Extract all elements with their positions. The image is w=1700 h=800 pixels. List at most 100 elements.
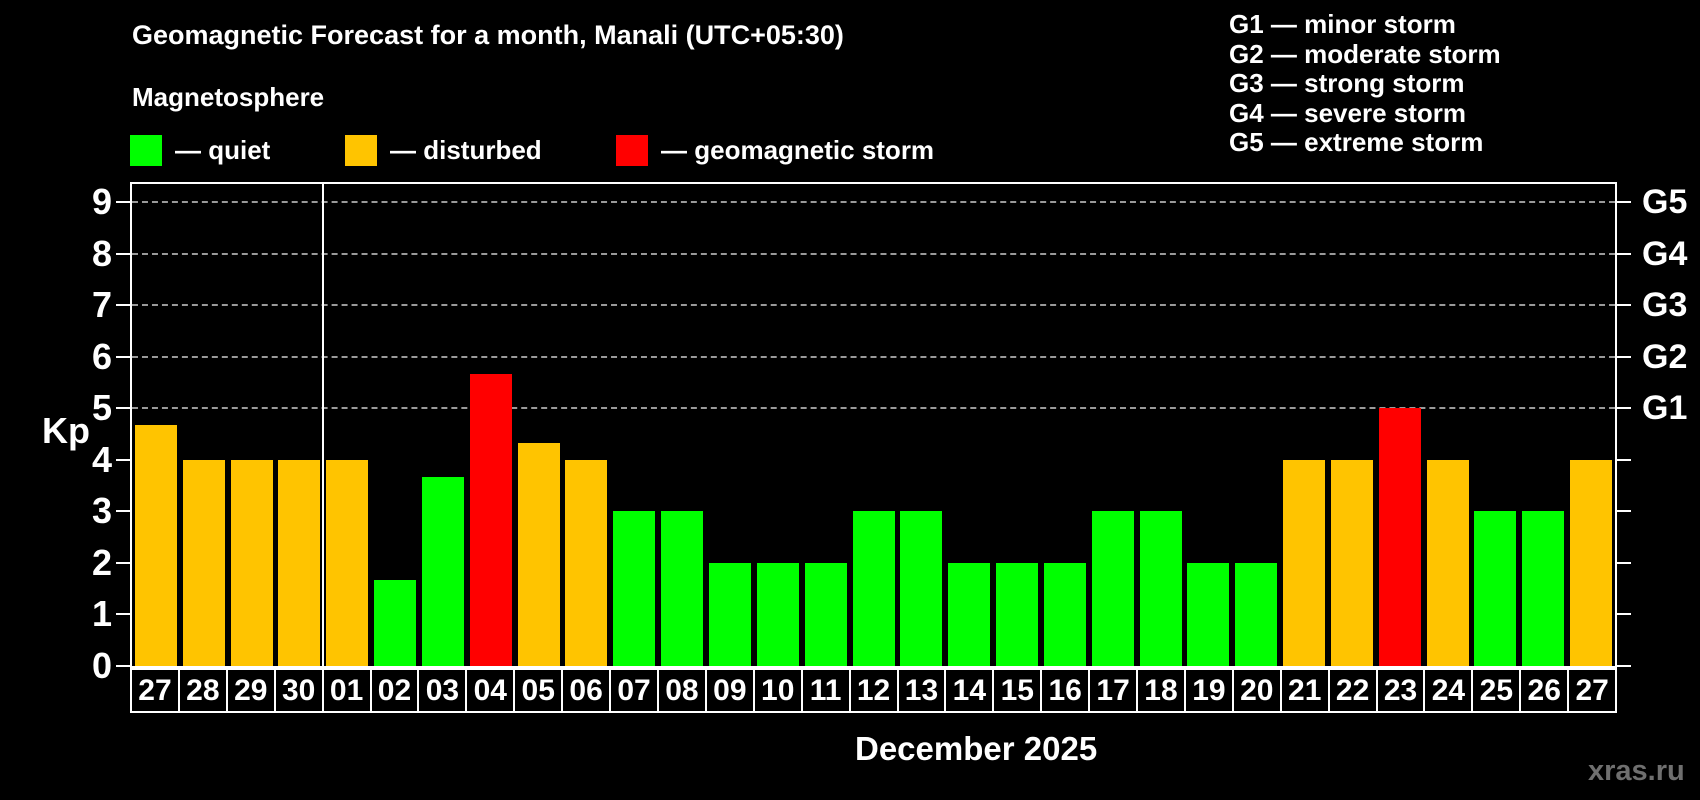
day-label-27-prev: 27 (130, 668, 180, 713)
bar-day-16 (1043, 562, 1086, 666)
magnetosphere-label: Magnetosphere (132, 82, 325, 112)
bar-day-07 (613, 511, 656, 666)
watermark: xras.ru (1588, 755, 1685, 787)
y-axis-label-9: 9 (91, 181, 112, 222)
g-scale-legend: G1 — minor storm G2 — moderate storm G3 … (1229, 9, 1501, 158)
day-label-04: 04 (465, 668, 516, 713)
y-axis-tick-left-7 (116, 304, 130, 307)
day-label-22: 22 (1327, 668, 1378, 713)
gridline-kp7 (132, 304, 1615, 307)
day-label-06: 06 (561, 668, 612, 713)
day-label-26: 26 (1519, 668, 1570, 713)
bar-day-03 (421, 476, 464, 666)
day-label-16: 16 (1040, 668, 1091, 713)
bar-day-02 (374, 579, 417, 666)
bar-day-25 (1474, 511, 1517, 666)
page-title: Geomagnetic Forecast for a month, Manali… (132, 20, 844, 50)
day-label-24: 24 (1423, 668, 1474, 713)
bar-day-21 (1283, 459, 1326, 666)
legend-label-quiet: — quiet (175, 134, 271, 165)
legend-item-quiet: — quiet (130, 134, 270, 166)
y-axis-tick-right-5 (1617, 407, 1631, 410)
bar-day-23 (1378, 408, 1421, 666)
x-axis-month-label: December 2025 (855, 730, 1098, 767)
chart-plot-area (130, 182, 1617, 668)
bar-day-30-prev (278, 459, 321, 666)
y-axis-label-8: 8 (91, 232, 112, 274)
legend-item-storm: — geomagnetic storm (616, 134, 934, 166)
day-label-27: 27 (1567, 668, 1618, 713)
right-axis-label-g1: G1 (1642, 389, 1688, 428)
day-label-17: 17 (1088, 668, 1139, 713)
day-label-25: 25 (1471, 668, 1522, 713)
y-axis-tick-right-2 (1617, 561, 1631, 564)
disturbed-swatch-icon (345, 134, 377, 166)
day-label-15: 15 (992, 668, 1043, 713)
day-label-18: 18 (1136, 668, 1186, 713)
bar-day-11 (804, 562, 847, 666)
day-label-28-prev: 28 (177, 668, 228, 713)
g2-legend-line: G2 — moderate storm (1229, 38, 1501, 69)
y-axis-label-0: 0 (91, 645, 112, 686)
y-axis-tick-left-9 (116, 201, 130, 203)
legend-label-disturbed: — disturbed (390, 134, 542, 165)
y-axis-tick-right-9 (1617, 201, 1631, 203)
bar-day-13 (900, 511, 943, 666)
g5-legend-line: G5 — extreme storm (1229, 127, 1484, 157)
bar-day-09 (708, 562, 751, 666)
month-separator-line (322, 184, 325, 666)
bar-day-10 (756, 562, 799, 666)
gridline-kp9 (132, 201, 1615, 203)
bar-day-29-prev (230, 459, 273, 666)
right-axis-label-g4: G4 (1642, 234, 1688, 273)
g3-legend-line: G3 — strong storm (1229, 68, 1465, 98)
quiet-swatch-icon (130, 134, 162, 166)
y-axis-tick-left-0 (116, 665, 130, 667)
day-label-30-prev: 30 (273, 668, 324, 713)
y-axis-tick-right-3 (1617, 510, 1631, 513)
day-label-07: 07 (609, 668, 659, 713)
y-axis-tick-right-8 (1617, 252, 1631, 255)
bar-day-05 (517, 442, 560, 666)
gridline-kp6 (132, 355, 1615, 358)
day-label-29-prev: 29 (225, 668, 276, 713)
storm-swatch-icon (616, 134, 648, 166)
g1-legend-line: G1 — minor storm (1229, 9, 1456, 39)
gridline-kp5 (132, 407, 1615, 410)
day-label-20: 20 (1231, 668, 1282, 713)
day-label-23: 23 (1375, 668, 1426, 713)
bar-day-15 (996, 562, 1039, 666)
day-label-05: 05 (513, 668, 564, 713)
day-label-14: 14 (944, 668, 995, 713)
x-axis-day-row: 27 28 29 30 01 02 03 04 05 06 07 08 09 10 11 12 13 14 15 16… (130, 668, 1618, 713)
bar-day-17 (1091, 511, 1134, 666)
bar-day-24 (1426, 459, 1469, 666)
day-label-11: 11 (800, 668, 851, 713)
y-axis-label-5: 5 (91, 387, 112, 429)
day-label-02: 02 (369, 668, 420, 713)
bar-day-27-prev (134, 425, 177, 666)
y-axis-tick-right-4 (1617, 458, 1631, 461)
bar-day-18 (1139, 511, 1182, 666)
right-axis-label-g2: G2 (1642, 337, 1688, 376)
gridline-kp8 (132, 252, 1615, 255)
bar-day-01 (326, 459, 369, 666)
y-axis-tick-right-1 (1617, 613, 1631, 616)
day-label-09: 09 (704, 668, 755, 713)
y-axis-label-3: 3 (91, 490, 112, 532)
bar-day-20 (1235, 562, 1278, 666)
bar-day-28-prev (182, 459, 225, 666)
bar-day-26 (1522, 511, 1565, 666)
y-axis-tick-left-6 (116, 355, 130, 358)
bar-day-12 (852, 511, 895, 666)
y-axis-tick-left-1 (116, 613, 130, 616)
y-axis-tick-right-6 (1617, 355, 1631, 358)
bar-day-06 (565, 459, 608, 666)
right-axis-label-g5: G5 (1642, 183, 1688, 221)
day-label-01: 01 (321, 668, 372, 713)
y-axis-tick-left-2 (116, 561, 130, 564)
bar-day-04 (469, 373, 512, 666)
y-axis-tick-left-4 (116, 458, 130, 461)
y-axis-tick-left-5 (116, 407, 130, 410)
